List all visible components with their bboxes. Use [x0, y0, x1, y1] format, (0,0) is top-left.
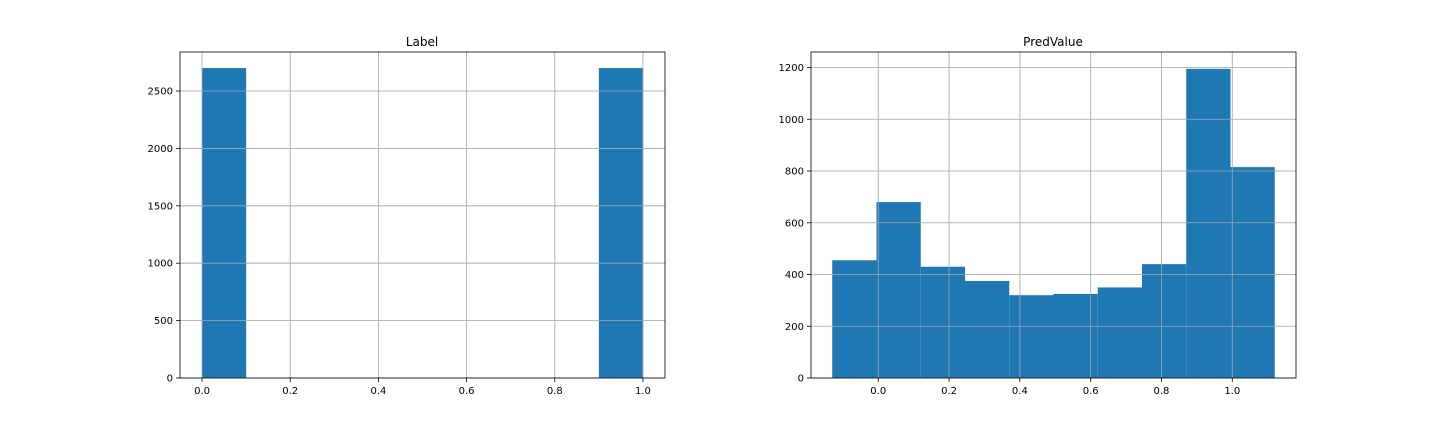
chart-title: PredValue: [1023, 35, 1083, 49]
x-tick-label: 0.8: [1154, 386, 1170, 397]
bars: [202, 68, 643, 378]
y-tick-label: 800: [785, 167, 804, 178]
x-tick-label: 1.0: [635, 386, 651, 397]
x-tick-label: 0.4: [1012, 386, 1028, 397]
x-tick-label: 0.6: [459, 386, 475, 397]
histogram-bar: [964, 280, 1010, 378]
x-tick-label: 0.2: [941, 386, 957, 397]
y-tick-label: 1000: [779, 115, 804, 126]
y-tick-label: 200: [785, 322, 804, 333]
y-tick-label: 1000: [148, 259, 173, 270]
x-tick-label: 0.6: [1083, 386, 1099, 397]
histogram-predvalue: PredValue 0.0 0.2 0.4 0.6 0.8 1.0 0 200 400 600 80…: [779, 35, 1297, 397]
gridlines-overlay: [180, 52, 665, 379]
y-tick-label: 500: [154, 316, 173, 327]
y-tick-label: 0: [167, 374, 173, 385]
histogram-bar: [1097, 287, 1143, 378]
chart-title: Label: [406, 35, 438, 49]
x-axis: 0.0 0.2 0.4 0.6 0.8 1.0: [870, 378, 1240, 397]
x-tick-label: 0.0: [870, 386, 886, 397]
histogram-bar: [202, 68, 247, 378]
x-tick-label: 0.4: [370, 386, 386, 397]
y-tick-label: 400: [785, 270, 804, 281]
histogram-bar: [1230, 167, 1275, 378]
histogram-bar: [1186, 68, 1231, 379]
x-tick-label: 0.8: [547, 386, 563, 397]
x-tick-label: 1.0: [1224, 386, 1240, 397]
y-tick-label: 1200: [779, 63, 804, 74]
y-axis: 0 200 400 600 800 1000 1200: [779, 63, 811, 385]
histogram-bar: [598, 68, 643, 378]
y-tick-label: 2000: [148, 144, 173, 155]
histogram-label: Label 0.0 0.2 0.4 0.6 0.8 1.0 0 500 1000 1500 2000…: [148, 35, 666, 397]
bars: [832, 68, 1275, 379]
y-tick-label: 0: [798, 374, 804, 385]
x-tick-label: 0.2: [282, 386, 298, 397]
histogram-bar: [876, 202, 921, 378]
y-tick-label: 600: [785, 218, 804, 229]
histogram-bar: [1053, 293, 1098, 378]
histogram-bar: [1009, 295, 1054, 378]
y-tick-label: 1500: [148, 201, 173, 212]
x-tick-label: 0.0: [194, 386, 210, 397]
y-tick-label: 2500: [148, 87, 173, 98]
x-axis: 0.0 0.2 0.4 0.6 0.8 1.0: [194, 378, 651, 397]
axes-frame: [179, 51, 666, 379]
axes-frame: [810, 51, 1297, 379]
histogram-bar: [1142, 264, 1187, 378]
histogram-bar: [832, 260, 877, 378]
y-axis: 0 500 1000 1500 2000 2500: [148, 87, 180, 385]
histogram-bar: [920, 266, 965, 378]
gridlines: [180, 52, 665, 379]
gridlines-overlay: [811, 52, 1296, 379]
